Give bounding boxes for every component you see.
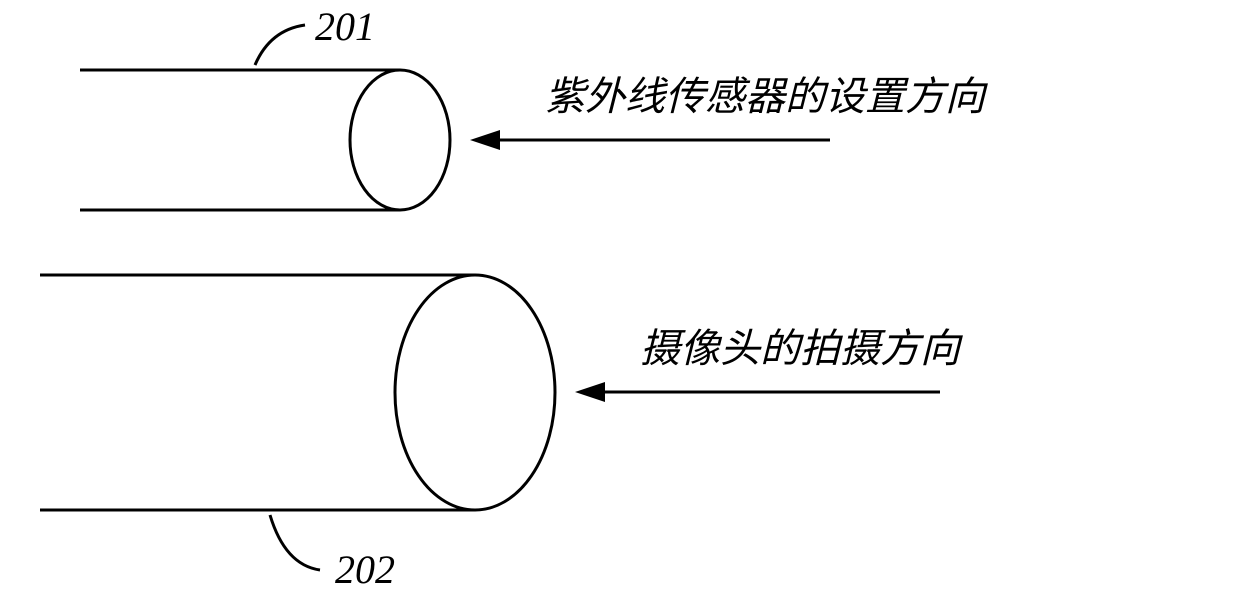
sensor-cylinder-face <box>350 70 450 210</box>
camera-ref-number: 202 <box>335 547 395 592</box>
sensor-direction-arrow-head <box>470 130 500 150</box>
sensor-direction-label: 紫外线传感器的设置方向 <box>545 74 988 119</box>
camera-direction-arrow-head <box>575 382 605 402</box>
sensor-ref-number: 201 <box>315 4 375 49</box>
camera-ref-leader <box>270 515 320 570</box>
camera-direction-label: 摄像头的拍摄方向 <box>640 326 963 371</box>
camera-cylinder-face <box>395 275 555 510</box>
sensor-ref-leader <box>255 25 305 65</box>
